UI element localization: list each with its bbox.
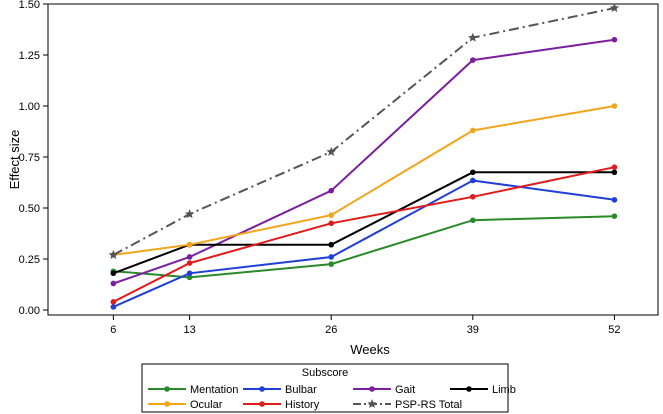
data-point-mentation bbox=[470, 217, 476, 224]
data-point-bulbar bbox=[611, 197, 618, 203]
legend-label: Gait bbox=[395, 384, 415, 396]
legend-label: Ocular bbox=[190, 399, 223, 411]
data-point-limb bbox=[611, 169, 618, 176]
legend-marker bbox=[259, 386, 265, 392]
legend-item-gait: Gait bbox=[353, 384, 415, 396]
series-limb bbox=[110, 169, 618, 277]
data-point-ocular bbox=[611, 103, 618, 109]
data-point-bulbar bbox=[470, 177, 476, 184]
data-point-mentation bbox=[611, 213, 618, 219]
data-point-ocular bbox=[186, 241, 193, 248]
plot-frame bbox=[47, 3, 659, 316]
legend-marker bbox=[259, 401, 265, 407]
legend-marker bbox=[369, 386, 375, 392]
data-point-psp-rs-total bbox=[609, 3, 620, 13]
series-line-history bbox=[112, 166, 615, 303]
series-history bbox=[110, 164, 618, 305]
legend-title: Subscore bbox=[302, 367, 348, 379]
series-layer bbox=[108, 3, 620, 310]
data-point-bulbar bbox=[110, 304, 117, 310]
y-tick-label: 0.75 bbox=[19, 152, 40, 164]
data-point-mentation bbox=[328, 261, 335, 267]
legend-label: PSP-RS Total bbox=[395, 399, 462, 411]
x-tick-label: 52 bbox=[608, 324, 620, 336]
y-tick-label: 0.50 bbox=[19, 203, 40, 215]
data-point-gait bbox=[328, 187, 335, 194]
legend-label: Bulbar bbox=[285, 384, 317, 396]
data-point-history bbox=[470, 193, 476, 200]
legend-item-ocular: Ocular bbox=[148, 399, 223, 411]
data-point-psp-rs-total bbox=[468, 32, 478, 42]
x-axis: 6 13 26 39 52 bbox=[110, 315, 621, 336]
series-psp-rs-total bbox=[108, 3, 620, 259]
data-point-history bbox=[328, 220, 335, 227]
legend-item-bulbar: Bulbar bbox=[243, 384, 317, 396]
series-line-ocular bbox=[113, 105, 615, 256]
data-point-bulbar bbox=[186, 270, 193, 277]
data-point-ocular bbox=[328, 212, 335, 218]
legend-item-psp-rs-total: PSP-RS Total bbox=[353, 399, 462, 411]
legend-items: Mentation Bulbar Gait Limb Ocular History PSP-… bbox=[148, 384, 516, 411]
data-point-limb bbox=[328, 241, 335, 248]
data-point-psp-rs-total bbox=[184, 209, 195, 219]
legend-marker bbox=[164, 401, 170, 407]
legend-marker bbox=[466, 386, 472, 392]
legend: Subscore Mentation Bulbar Gait Limb Ocular Hi… bbox=[141, 363, 516, 413]
data-point-psp-rs-total bbox=[108, 249, 119, 259]
legend-item-limb: Limb bbox=[450, 384, 516, 396]
data-point-bulbar bbox=[328, 254, 335, 260]
data-point-history bbox=[186, 260, 193, 266]
data-point-gait bbox=[110, 280, 117, 287]
y-tick-label: 1.00 bbox=[19, 101, 40, 113]
x-tick-label: 39 bbox=[467, 324, 479, 336]
data-point-gait bbox=[470, 57, 476, 63]
data-point-limb bbox=[470, 169, 476, 176]
y-tick-label: 1.25 bbox=[19, 50, 40, 62]
x-tick-label: 6 bbox=[110, 324, 116, 336]
y-tick-label: 1.50 bbox=[19, 0, 40, 11]
data-point-mentation bbox=[186, 274, 193, 281]
legend-item-mentation: Mentation bbox=[148, 384, 238, 396]
x-axis-title: Weeks bbox=[350, 342, 390, 357]
data-point-ocular bbox=[470, 127, 476, 134]
legend-item-history: History bbox=[243, 399, 320, 411]
legend-marker bbox=[164, 386, 170, 392]
data-point-psp-rs-total bbox=[326, 146, 336, 156]
y-axis: 0.00 0.25 0.50 0.75 1.00 1.25 1.50 bbox=[19, 0, 48, 317]
legend-label: History bbox=[285, 399, 320, 411]
data-point-history bbox=[110, 299, 117, 305]
data-point-gait bbox=[611, 36, 618, 43]
legend-label: Mentation bbox=[190, 384, 238, 396]
data-point-limb bbox=[110, 270, 117, 277]
series-bulbar bbox=[110, 177, 618, 310]
data-point-history bbox=[611, 164, 618, 170]
series-gait bbox=[110, 36, 618, 287]
y-tick-label: 0.25 bbox=[19, 254, 40, 266]
x-tick-label: 26 bbox=[325, 324, 337, 336]
data-point-gait bbox=[186, 254, 193, 260]
x-tick-label: 13 bbox=[183, 324, 195, 336]
legend-box bbox=[141, 363, 509, 413]
legend-marker bbox=[367, 399, 377, 409]
y-axis-title: Effect size bbox=[7, 130, 22, 190]
y-tick-label: 0.00 bbox=[19, 305, 40, 317]
legend-label: Limb bbox=[492, 384, 516, 396]
